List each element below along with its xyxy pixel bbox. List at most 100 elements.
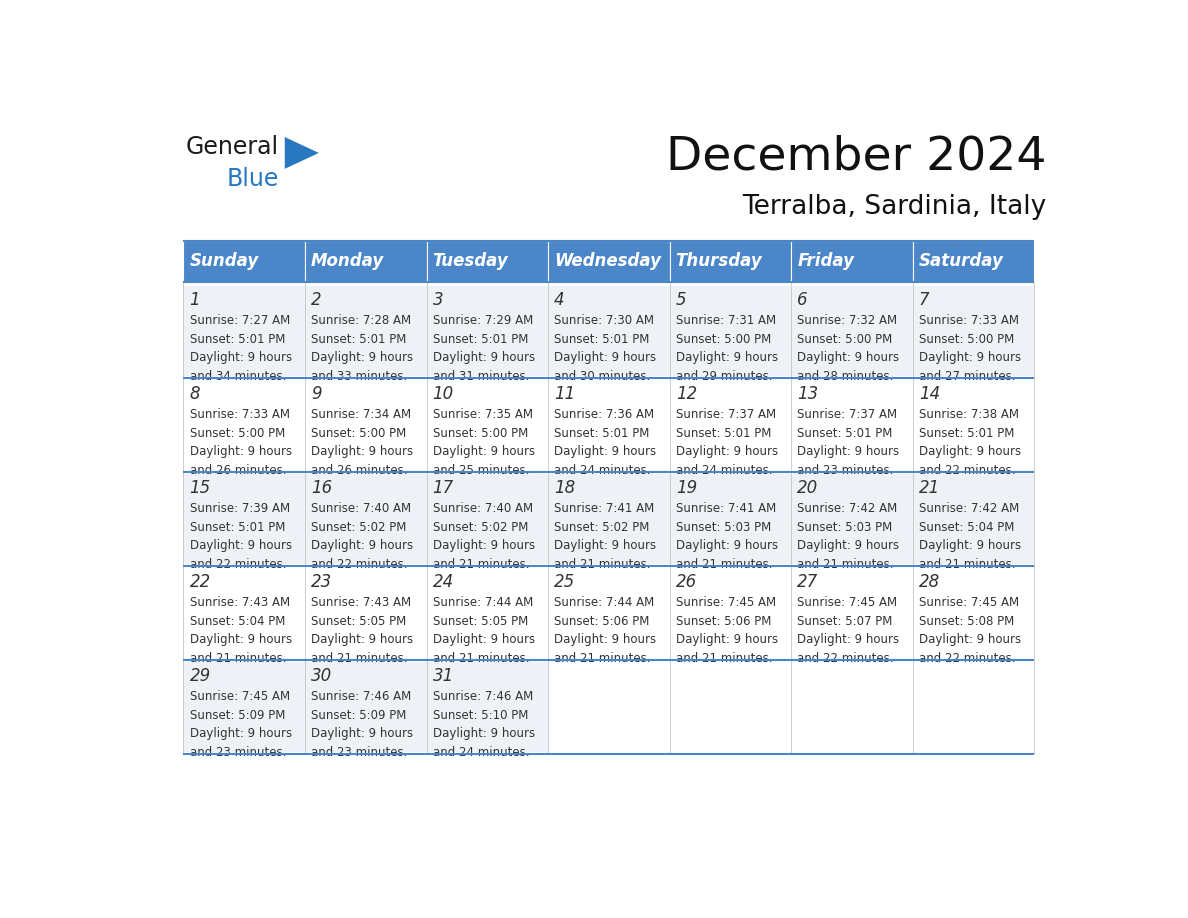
Text: 19: 19 [676, 479, 697, 498]
Bar [912, 662, 1035, 752]
Bar [791, 475, 912, 564]
Bar [548, 568, 670, 658]
Text: Sunset: 5:01 PM: Sunset: 5:01 PM [190, 333, 285, 346]
Text: and 26 minutes.: and 26 minutes. [311, 464, 407, 476]
Text: Daylight: 9 hours: Daylight: 9 hours [190, 727, 292, 740]
Text: Sunset: 5:01 PM: Sunset: 5:01 PM [554, 333, 650, 346]
Text: Daylight: 9 hours: Daylight: 9 hours [190, 539, 292, 553]
Text: Daylight: 9 hours: Daylight: 9 hours [432, 539, 535, 553]
Text: General: General [185, 135, 278, 159]
Text: 29: 29 [190, 667, 210, 685]
Text: and 21 minutes.: and 21 minutes. [311, 652, 407, 665]
Text: Sunset: 5:08 PM: Sunset: 5:08 PM [918, 615, 1015, 628]
Text: and 33 minutes.: and 33 minutes. [311, 370, 407, 383]
Text: Daylight: 9 hours: Daylight: 9 hours [311, 727, 413, 740]
Text: Tuesday: Tuesday [432, 252, 508, 271]
Text: 13: 13 [797, 386, 819, 403]
Bar [183, 380, 305, 470]
Text: 12: 12 [676, 386, 697, 403]
Text: 31: 31 [432, 667, 454, 685]
Text: Blue: Blue [227, 167, 279, 192]
Text: and 21 minutes.: and 21 minutes. [797, 557, 893, 571]
Text: Sunset: 5:09 PM: Sunset: 5:09 PM [190, 709, 285, 722]
Text: and 25 minutes.: and 25 minutes. [432, 464, 529, 476]
Text: Sunrise: 7:33 AM: Sunrise: 7:33 AM [918, 315, 1019, 328]
Text: Sunset: 5:00 PM: Sunset: 5:00 PM [918, 333, 1015, 346]
Text: Daylight: 9 hours: Daylight: 9 hours [797, 352, 899, 364]
Text: Sunrise: 7:28 AM: Sunrise: 7:28 AM [311, 315, 411, 328]
Bar [305, 568, 426, 658]
Text: Sunset: 5:01 PM: Sunset: 5:01 PM [311, 333, 406, 346]
Text: Daylight: 9 hours: Daylight: 9 hours [554, 445, 656, 458]
Text: Daylight: 9 hours: Daylight: 9 hours [311, 539, 413, 553]
Text: and 27 minutes.: and 27 minutes. [918, 370, 1016, 383]
Text: 8: 8 [190, 386, 201, 403]
Text: and 22 minutes.: and 22 minutes. [311, 557, 407, 571]
Text: and 23 minutes.: and 23 minutes. [190, 745, 286, 758]
Text: Terralba, Sardinia, Italy: Terralba, Sardinia, Italy [742, 194, 1047, 219]
Text: Sunrise: 7:29 AM: Sunrise: 7:29 AM [432, 315, 533, 328]
Text: Sunset: 5:03 PM: Sunset: 5:03 PM [797, 521, 892, 534]
Text: Sunset: 5:01 PM: Sunset: 5:01 PM [797, 427, 892, 440]
Text: and 30 minutes.: and 30 minutes. [554, 370, 650, 383]
Text: Sunset: 5:02 PM: Sunset: 5:02 PM [432, 521, 527, 534]
Text: Sunrise: 7:32 AM: Sunrise: 7:32 AM [797, 315, 897, 328]
Text: 15: 15 [190, 479, 210, 498]
Text: Sunrise: 7:45 AM: Sunrise: 7:45 AM [190, 690, 290, 703]
Text: Sunrise: 7:40 AM: Sunrise: 7:40 AM [432, 502, 532, 516]
Text: 3: 3 [432, 291, 443, 309]
Text: Daylight: 9 hours: Daylight: 9 hours [554, 633, 656, 646]
Text: 14: 14 [918, 386, 940, 403]
Text: Sunset: 5:01 PM: Sunset: 5:01 PM [432, 333, 527, 346]
Text: Daylight: 9 hours: Daylight: 9 hours [554, 352, 656, 364]
Text: Daylight: 9 hours: Daylight: 9 hours [676, 352, 778, 364]
Text: Daylight: 9 hours: Daylight: 9 hours [432, 445, 535, 458]
Text: and 23 minutes.: and 23 minutes. [797, 464, 893, 476]
Text: Daylight: 9 hours: Daylight: 9 hours [432, 727, 535, 740]
Text: Daylight: 9 hours: Daylight: 9 hours [797, 633, 899, 646]
Text: Sunset: 5:02 PM: Sunset: 5:02 PM [311, 521, 406, 534]
Text: and 31 minutes.: and 31 minutes. [432, 370, 529, 383]
Text: Daylight: 9 hours: Daylight: 9 hours [918, 445, 1020, 458]
Text: 26: 26 [676, 573, 697, 591]
Text: Sunset: 5:09 PM: Sunset: 5:09 PM [311, 709, 406, 722]
Text: Sunset: 5:05 PM: Sunset: 5:05 PM [311, 615, 406, 628]
Bar [912, 241, 1035, 282]
Text: Sunrise: 7:41 AM: Sunrise: 7:41 AM [676, 502, 776, 516]
Text: Sunset: 5:03 PM: Sunset: 5:03 PM [676, 521, 771, 534]
Text: Monday: Monday [311, 252, 385, 271]
Text: Friday: Friday [797, 252, 854, 271]
Text: Sunrise: 7:37 AM: Sunrise: 7:37 AM [676, 409, 776, 421]
Text: Sunrise: 7:37 AM: Sunrise: 7:37 AM [797, 409, 897, 421]
Bar [912, 380, 1035, 470]
Text: and 21 minutes.: and 21 minutes. [554, 557, 651, 571]
Bar [305, 286, 426, 376]
Text: Daylight: 9 hours: Daylight: 9 hours [918, 539, 1020, 553]
Text: Daylight: 9 hours: Daylight: 9 hours [190, 352, 292, 364]
Text: and 28 minutes.: and 28 minutes. [797, 370, 893, 383]
Text: Sunrise: 7:46 AM: Sunrise: 7:46 AM [432, 690, 533, 703]
Bar [426, 475, 548, 564]
Text: 9: 9 [311, 386, 322, 403]
Bar [670, 286, 791, 376]
Text: 21: 21 [918, 479, 940, 498]
Text: Sunset: 5:00 PM: Sunset: 5:00 PM [432, 427, 527, 440]
Text: Sunset: 5:02 PM: Sunset: 5:02 PM [554, 521, 650, 534]
Bar [912, 568, 1035, 658]
Text: 27: 27 [797, 573, 819, 591]
Text: Daylight: 9 hours: Daylight: 9 hours [918, 633, 1020, 646]
Text: Daylight: 9 hours: Daylight: 9 hours [311, 352, 413, 364]
Bar [548, 380, 670, 470]
Text: Wednesday: Wednesday [554, 252, 662, 271]
Text: Sunday: Sunday [190, 252, 259, 271]
Bar [183, 286, 305, 376]
Text: 22: 22 [190, 573, 210, 591]
Text: Daylight: 9 hours: Daylight: 9 hours [797, 539, 899, 553]
Text: Sunrise: 7:38 AM: Sunrise: 7:38 AM [918, 409, 1019, 421]
Text: and 23 minutes.: and 23 minutes. [311, 745, 407, 758]
Text: and 22 minutes.: and 22 minutes. [918, 464, 1016, 476]
Text: 17: 17 [432, 479, 454, 498]
Text: 5: 5 [676, 291, 687, 309]
Text: Daylight: 9 hours: Daylight: 9 hours [797, 445, 899, 458]
Text: Sunset: 5:00 PM: Sunset: 5:00 PM [311, 427, 406, 440]
